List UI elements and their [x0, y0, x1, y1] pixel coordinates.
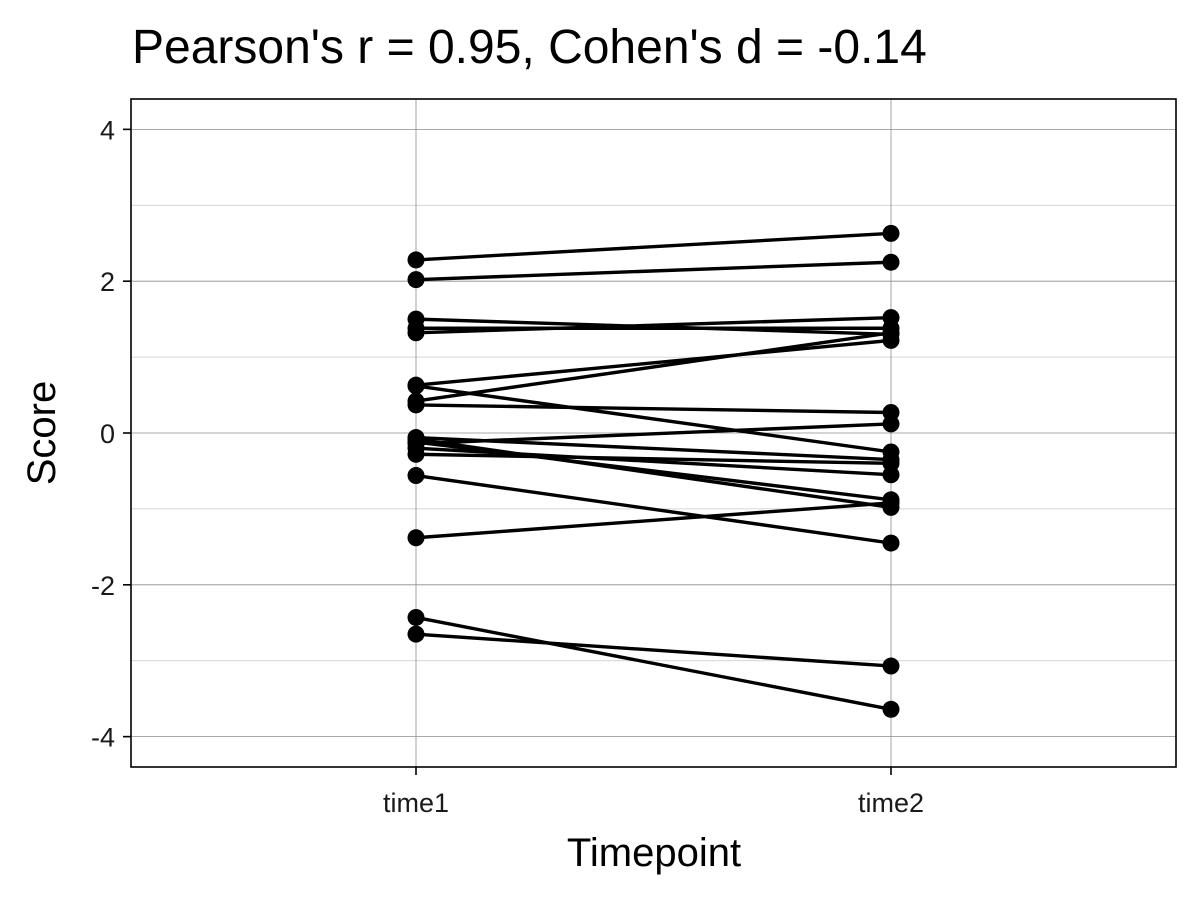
subject-line	[414, 260, 893, 282]
subject-line	[414, 315, 893, 335]
subject-line	[414, 338, 893, 387]
chart-title: Pearson's r = 0.95, Cohen's d = -0.14	[132, 21, 927, 74]
y-tick-label: -2	[91, 571, 115, 601]
subject-line	[414, 501, 893, 540]
subject-line	[414, 331, 893, 403]
data-point-time1	[407, 396, 425, 414]
y-axis: -4 -2 0 2 4	[91, 115, 131, 753]
subject-line	[414, 632, 893, 668]
subject-line	[414, 452, 893, 466]
y-tick-label: -4	[91, 723, 115, 753]
data-point-time2	[882, 534, 900, 552]
x-axis-title: Timepoint	[567, 831, 741, 875]
data-point-time2	[882, 253, 900, 271]
subject-line	[414, 403, 893, 415]
series-lines	[414, 231, 893, 712]
y-tick-label: 0	[100, 419, 115, 449]
data-point-time1	[407, 625, 425, 643]
data-point-time1	[407, 445, 425, 463]
data-point-time1	[407, 529, 425, 547]
data-point-time1	[407, 271, 425, 289]
x-tick-label: time2	[858, 788, 924, 818]
data-point-time2	[882, 324, 900, 342]
x-tick-label: time1	[383, 788, 449, 818]
y-tick-label: 4	[100, 115, 115, 145]
data-point-time2	[882, 415, 900, 433]
data-point-time1	[407, 467, 425, 485]
data-point-time1	[407, 608, 425, 626]
y-axis-title: Score	[20, 381, 64, 486]
subject-line	[414, 615, 893, 712]
data-point-time1	[407, 251, 425, 269]
data-point-time1	[407, 377, 425, 395]
subject-line	[414, 384, 893, 454]
data-point-time2	[882, 224, 900, 242]
grid	[131, 99, 1176, 767]
data-point-time2	[882, 700, 900, 718]
x-axis: time1 time2	[383, 767, 924, 818]
data-point-time2	[882, 494, 900, 512]
subject-line	[414, 446, 893, 477]
subject-line	[414, 231, 893, 262]
y-tick-label: 2	[100, 267, 115, 297]
data-point-time1	[407, 324, 425, 342]
data-point-time2	[882, 309, 900, 327]
subject-line	[414, 473, 893, 545]
data-point-time2	[882, 657, 900, 675]
data-point-time2	[882, 454, 900, 472]
series-points	[407, 224, 900, 718]
subject-line	[414, 422, 893, 446]
